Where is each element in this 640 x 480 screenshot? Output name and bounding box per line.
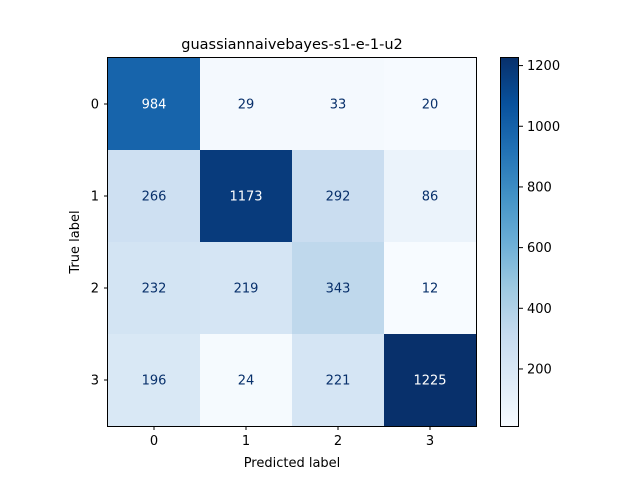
x-axis-ticks: 0 1 2 3 bbox=[150, 426, 434, 449]
cell-value-label: 1225 bbox=[413, 374, 446, 389]
cell-value-label: 196 bbox=[142, 374, 167, 389]
y-axis-label: True label bbox=[68, 210, 83, 274]
colorbar-tick-label: 400 bbox=[527, 302, 552, 317]
matrix-cell bbox=[200, 58, 293, 151]
y-tick-label: 2 bbox=[91, 282, 99, 297]
matrix-cell bbox=[108, 58, 201, 151]
matrix-cell bbox=[292, 150, 385, 243]
matrix-cell bbox=[200, 242, 293, 335]
x-tick-label: 0 bbox=[150, 434, 158, 449]
y-tick-label: 1 bbox=[91, 190, 99, 205]
cell-value-label: 12 bbox=[422, 282, 439, 297]
plot-frame bbox=[107, 57, 477, 427]
cell-value-label: 221 bbox=[326, 374, 351, 389]
matrix-cell bbox=[292, 58, 385, 151]
matrix-cell bbox=[200, 150, 293, 243]
chart-title: guassiannaivebayes-s1-e-1-u2 bbox=[181, 37, 403, 53]
y-axis-ticks: 0 1 2 3 bbox=[91, 98, 108, 389]
matrix-cell bbox=[292, 242, 385, 335]
colorbar-tick-label: 200 bbox=[527, 362, 552, 377]
colorbar-tick-label: 600 bbox=[527, 241, 552, 256]
matrix-cell bbox=[108, 242, 201, 335]
matrix-cell bbox=[384, 334, 477, 427]
x-tick-label: 3 bbox=[426, 434, 434, 449]
matrix-cell bbox=[108, 150, 201, 243]
cell-value-label: 219 bbox=[234, 282, 259, 297]
matrix-cell bbox=[384, 242, 477, 335]
matrix-cell bbox=[200, 334, 293, 427]
cell-value-label: 292 bbox=[326, 190, 351, 205]
cell-value-label: 266 bbox=[142, 190, 167, 205]
matrix-cell bbox=[108, 334, 201, 427]
x-tick-label: 1 bbox=[242, 434, 250, 449]
y-tick-label: 0 bbox=[91, 98, 99, 113]
matrix-cells bbox=[108, 58, 477, 427]
colorbar-tick-label: 800 bbox=[527, 180, 552, 195]
cell-value-label: 232 bbox=[142, 282, 167, 297]
x-tick-label: 2 bbox=[334, 434, 342, 449]
cell-value-label: 29 bbox=[238, 98, 255, 113]
matrix-cell bbox=[384, 150, 477, 243]
colorbar bbox=[500, 57, 519, 427]
x-axis-label: Predicted label bbox=[244, 456, 341, 471]
cell-value-label: 20 bbox=[422, 98, 439, 113]
cell-value-label: 1173 bbox=[229, 190, 262, 205]
matrix-cell-labels: 984 29 33 20 266 1173 292 86 232 219 343 12 196 24 221… bbox=[142, 98, 447, 389]
y-tick-label: 3 bbox=[91, 374, 99, 389]
cell-value-label: 24 bbox=[238, 374, 255, 389]
colorbar-tick-label: 1200 bbox=[527, 59, 560, 74]
colorbar-ticks: 200 400 600 800 1000 1200 bbox=[519, 59, 560, 377]
matrix-cell bbox=[384, 58, 477, 151]
cell-value-label: 86 bbox=[422, 190, 439, 205]
matrix-cell bbox=[292, 334, 385, 427]
cell-value-label: 343 bbox=[326, 282, 351, 297]
colorbar-tick-label: 1000 bbox=[527, 120, 560, 135]
cell-value-label: 33 bbox=[330, 98, 347, 113]
cell-value-label: 984 bbox=[142, 98, 167, 113]
